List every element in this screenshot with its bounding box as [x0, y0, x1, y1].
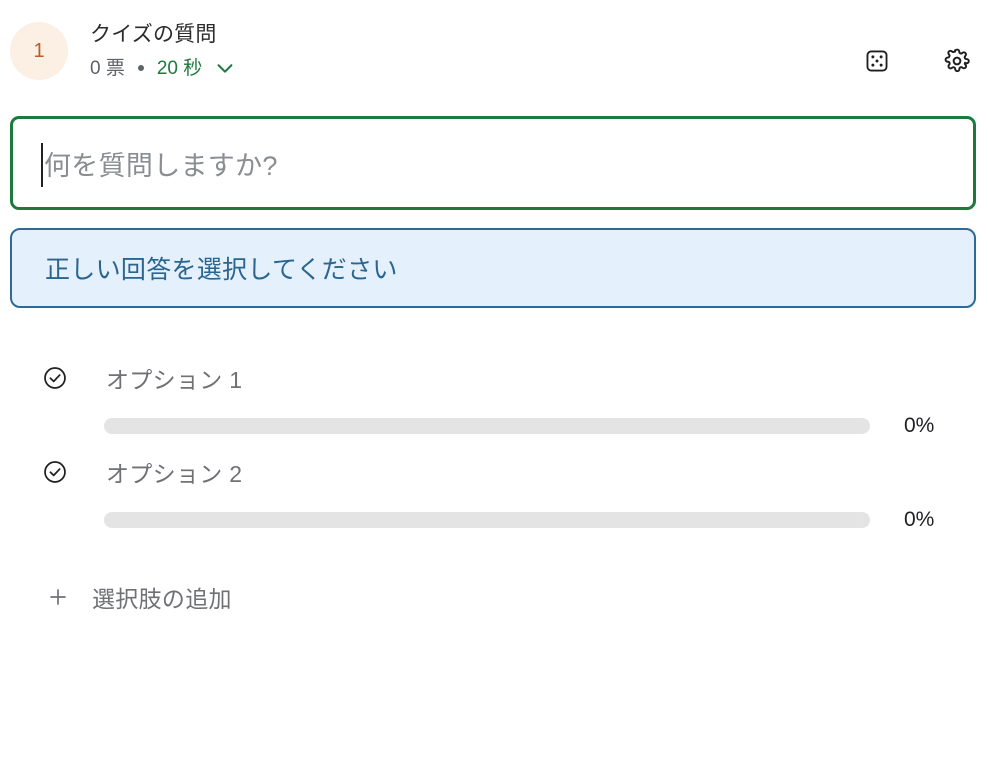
option-result-row: 0% — [0, 414, 988, 438]
text-caret — [41, 143, 43, 187]
page-title: クイズの質問 — [90, 23, 217, 46]
timer-value: 20 秒 — [156, 57, 203, 79]
option-label[interactable]: オプション 2 — [106, 461, 243, 487]
header-text-group: クイズの質問 0 票 20 秒 — [90, 22, 236, 79]
option-percentage: 0% — [904, 414, 935, 437]
check-circle-icon[interactable] — [42, 365, 68, 391]
option-progress-bar — [104, 418, 870, 434]
option-row: オプション 2 — [0, 450, 988, 494]
plus-icon — [46, 585, 70, 609]
check-circle-icon[interactable] — [42, 459, 68, 485]
question-input-placeholder: 何を質問しますか? — [44, 150, 278, 181]
list-item: オプション 2 0% — [0, 450, 988, 532]
option-progress-bar — [104, 512, 870, 528]
dice-icon[interactable] — [864, 48, 890, 74]
option-percentage: 0% — [904, 508, 935, 531]
option-result-row: 0% — [0, 508, 988, 532]
question-number-badge: 1 — [10, 22, 68, 80]
option-label[interactable]: オプション 1 — [106, 367, 243, 393]
options-list: オプション 1 0% オプション 2 0% — [0, 356, 988, 532]
gear-icon[interactable] — [944, 48, 970, 74]
add-option-button[interactable]: 選択肢の追加 — [0, 580, 232, 614]
header-actions — [864, 48, 970, 74]
meta-separator-dot — [137, 65, 144, 72]
chevron-down-icon[interactable] — [214, 57, 236, 79]
poll-header: 1 クイズの質問 0 票 20 秒 — [0, 0, 988, 100]
hint-banner-label: 正しい回答を選択してください — [45, 256, 398, 284]
option-row: オプション 1 — [0, 356, 988, 400]
question-input[interactable]: 何を質問しますか? — [10, 116, 976, 210]
vote-count: 0 票 — [90, 57, 125, 79]
list-item: オプション 1 0% — [0, 356, 988, 438]
correct-answer-hint-banner[interactable]: 正しい回答を選択してください — [10, 228, 976, 308]
add-option-label: 選択肢の追加 — [92, 586, 232, 612]
question-meta: 0 票 20 秒 — [90, 57, 236, 79]
